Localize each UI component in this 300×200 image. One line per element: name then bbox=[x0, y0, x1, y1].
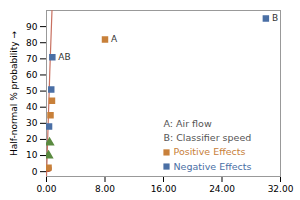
svg-text:90: 90 bbox=[26, 21, 38, 31]
svg-text:60: 60 bbox=[26, 70, 38, 80]
svg-text:A: Air flow: A: Air flow bbox=[164, 118, 212, 129]
svg-text:32.00: 32.00 bbox=[268, 184, 294, 194]
svg-text:0: 0 bbox=[32, 167, 38, 177]
svg-text:24.00: 24.00 bbox=[209, 184, 235, 194]
svg-text:Negative Effects: Negative Effects bbox=[174, 161, 252, 172]
svg-text:10: 10 bbox=[26, 150, 38, 160]
svg-text:Positive Effects: Positive Effects bbox=[174, 146, 246, 157]
svg-text:8.00: 8.00 bbox=[95, 184, 115, 194]
svg-text:20: 20 bbox=[26, 134, 38, 144]
svg-text:B: B bbox=[272, 13, 278, 23]
svg-text:40: 40 bbox=[26, 102, 38, 112]
svg-text:AB: AB bbox=[58, 52, 70, 62]
svg-text:50: 50 bbox=[26, 86, 38, 96]
svg-text:30: 30 bbox=[26, 118, 38, 128]
svg-text:16.00: 16.00 bbox=[151, 184, 177, 194]
svg-text:80: 80 bbox=[26, 38, 38, 48]
svg-text:0.00: 0.00 bbox=[36, 184, 56, 194]
svg-text:70: 70 bbox=[26, 54, 38, 64]
svg-text:A: A bbox=[111, 34, 118, 44]
svg-text:Half-normal % probability →: Half-normal % probability → bbox=[9, 31, 19, 156]
svg-text:B: Classifier speed: B: Classifier speed bbox=[164, 132, 252, 143]
